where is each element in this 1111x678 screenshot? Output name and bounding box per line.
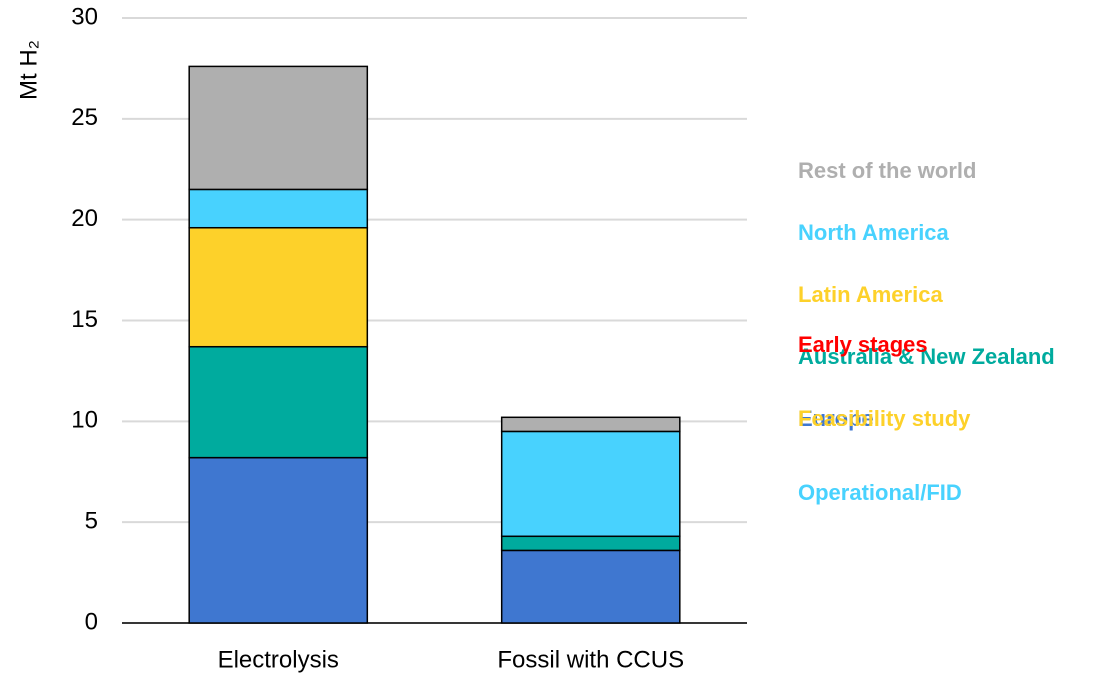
- y-tick-label: 20: [71, 205, 98, 232]
- legend-label: Europe: [798, 406, 874, 431]
- bar-segment: [188, 188, 369, 229]
- annotation: Feasibility study: [798, 406, 971, 431]
- bar-segment: [188, 65, 369, 191]
- x-tick-label: Fossil with CCUS: [497, 646, 684, 673]
- annotation: Operational/FID: [798, 480, 962, 505]
- bar-segment: [188, 226, 369, 348]
- y-tick-label: 25: [71, 104, 98, 131]
- bar-segment: [188, 456, 369, 624]
- bar-segment: [188, 345, 369, 459]
- legend-label: Australia & New Zealand: [798, 344, 1055, 369]
- bar-segment: [500, 549, 681, 624]
- y-tick-label: 30: [71, 3, 98, 30]
- bar-segment: [500, 416, 681, 433]
- legend-label: North America: [798, 220, 950, 245]
- bar-segment: [500, 430, 681, 538]
- legend-label: Latin America: [798, 282, 943, 307]
- x-tick-label: Electrolysis: [218, 646, 339, 673]
- y-tick-label: 0: [85, 608, 98, 635]
- y-axis-label: Mt H₂: [15, 40, 42, 100]
- y-tick-label: 15: [71, 306, 98, 333]
- y-tick-label: 5: [85, 508, 98, 535]
- annotation: Early stages: [798, 332, 928, 357]
- legend-label: Rest of the world: [798, 158, 976, 183]
- y-tick-label: 10: [71, 407, 98, 434]
- bar-segment: [500, 535, 681, 552]
